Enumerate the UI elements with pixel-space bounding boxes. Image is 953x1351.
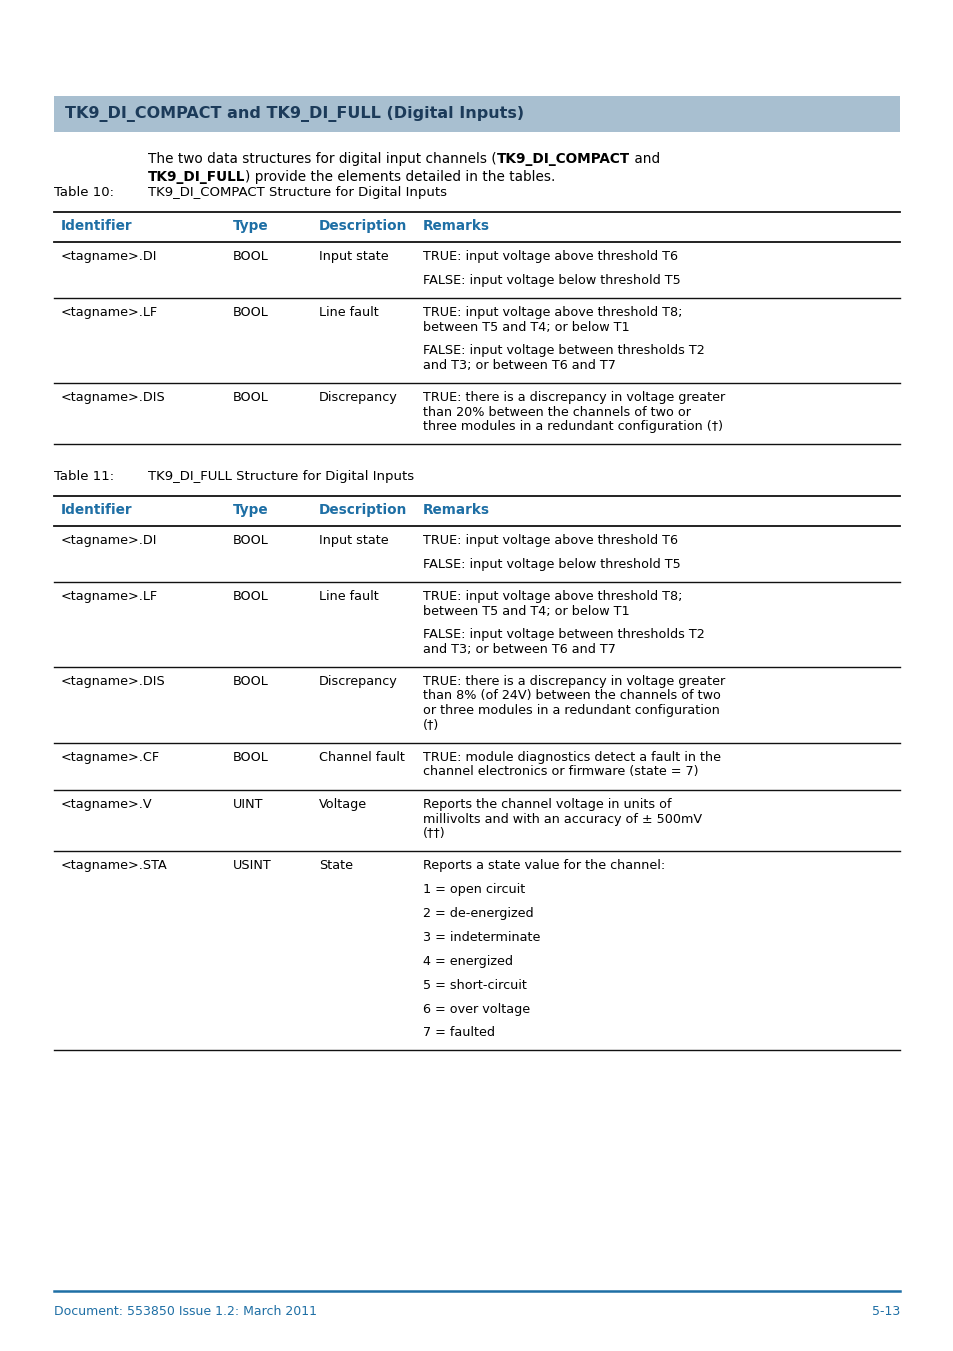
Text: 5-13: 5-13 [871,1305,899,1319]
Text: millivolts and with an accuracy of ± 500mV: millivolts and with an accuracy of ± 500… [422,812,701,825]
Text: 5 = short-circuit: 5 = short-circuit [422,978,526,992]
Text: Voltage: Voltage [318,798,367,811]
Text: UINT: UINT [233,798,263,811]
Text: BOOL: BOOL [233,676,269,688]
Text: TK9_DI_COMPACT: TK9_DI_COMPACT [497,153,629,166]
Text: Line fault: Line fault [318,305,378,319]
Text: and T3; or between T6 and T7: and T3; or between T6 and T7 [422,359,616,372]
Text: <tagname>.DI: <tagname>.DI [61,250,157,263]
Text: TK9_DI_FULL: TK9_DI_FULL [148,170,245,184]
Text: Identifier: Identifier [61,219,132,232]
Text: TRUE: input voltage above threshold T6: TRUE: input voltage above threshold T6 [422,534,678,547]
Text: 7 = faulted: 7 = faulted [422,1027,495,1039]
Text: <tagname>.CF: <tagname>.CF [61,751,160,765]
Text: between T5 and T4; or below T1: between T5 and T4; or below T1 [422,320,629,334]
Text: TRUE: input voltage above threshold T8;: TRUE: input voltage above threshold T8; [422,590,681,603]
Text: <tagname>.DIS: <tagname>.DIS [61,390,166,404]
Text: Document: 553850 Issue 1.2: March 2011: Document: 553850 Issue 1.2: March 2011 [54,1305,316,1319]
Text: Description: Description [318,503,407,517]
Text: State: State [318,859,353,871]
Text: TRUE: there is a discrepancy in voltage greater: TRUE: there is a discrepancy in voltage … [422,390,724,404]
Text: TK9_DI_COMPACT and TK9_DI_FULL (Digital Inputs): TK9_DI_COMPACT and TK9_DI_FULL (Digital … [65,105,523,122]
Text: Discrepancy: Discrepancy [318,676,397,688]
Text: than 20% between the channels of two or: than 20% between the channels of two or [422,405,690,419]
Text: Remarks: Remarks [422,503,490,517]
Text: Table 10:: Table 10: [54,186,113,199]
Text: BOOL: BOOL [233,590,269,603]
Text: FALSE: input voltage below threshold T5: FALSE: input voltage below threshold T5 [422,558,680,571]
Text: BOOL: BOOL [233,250,269,263]
Text: or three modules in a redundant configuration: or three modules in a redundant configur… [422,704,720,717]
Text: three modules in a redundant configuration (†): three modules in a redundant configurati… [422,420,722,434]
Text: <tagname>.DI: <tagname>.DI [61,534,157,547]
Text: and: and [629,153,659,166]
Text: FALSE: input voltage between thresholds T2: FALSE: input voltage between thresholds … [422,628,704,642]
Text: 3 = indeterminate: 3 = indeterminate [422,931,539,944]
Text: Table 11:: Table 11: [54,470,114,484]
Text: <tagname>.DIS: <tagname>.DIS [61,676,166,688]
Text: (††): (††) [422,827,445,840]
Text: 2 = de-energized: 2 = de-energized [422,907,533,920]
Text: The two data structures for digital input channels (: The two data structures for digital inpu… [148,153,497,166]
Text: BOOL: BOOL [233,390,269,404]
Text: FALSE: input voltage below threshold T5: FALSE: input voltage below threshold T5 [422,274,680,286]
Text: TK9_DI_FULL Structure for Digital Inputs: TK9_DI_FULL Structure for Digital Inputs [148,470,414,484]
Text: Type: Type [233,503,269,517]
Text: <tagname>.STA: <tagname>.STA [61,859,168,871]
Text: Description: Description [318,219,407,232]
Text: <tagname>.V: <tagname>.V [61,798,152,811]
Text: than 8% (of 24V) between the channels of two: than 8% (of 24V) between the channels of… [422,689,720,703]
Text: TRUE: there is a discrepancy in voltage greater: TRUE: there is a discrepancy in voltage … [422,676,724,688]
Text: BOOL: BOOL [233,751,269,765]
Text: Line fault: Line fault [318,590,378,603]
Text: Reports a state value for the channel:: Reports a state value for the channel: [422,859,664,871]
Text: USINT: USINT [233,859,272,871]
Text: between T5 and T4; or below T1: between T5 and T4; or below T1 [422,604,629,617]
Text: <tagname>.LF: <tagname>.LF [61,305,158,319]
Text: BOOL: BOOL [233,305,269,319]
Text: Input state: Input state [318,534,388,547]
Text: Remarks: Remarks [422,219,490,232]
Text: 6 = over voltage: 6 = over voltage [422,1002,530,1016]
Text: Identifier: Identifier [61,503,132,517]
Text: 4 = energized: 4 = energized [422,955,513,967]
Text: TRUE: input voltage above threshold T6: TRUE: input voltage above threshold T6 [422,250,678,263]
Text: Type: Type [233,219,269,232]
Bar [54,96,899,132]
Text: TK9_DI_COMPACT Structure for Digital Inputs: TK9_DI_COMPACT Structure for Digital Inp… [148,186,447,199]
Text: Input state: Input state [318,250,388,263]
Text: 1 = open circuit: 1 = open circuit [422,884,525,896]
Text: BOOL: BOOL [233,534,269,547]
Text: FALSE: input voltage between thresholds T2: FALSE: input voltage between thresholds … [422,345,704,358]
Text: Reports the channel voltage in units of: Reports the channel voltage in units of [422,798,671,811]
Text: (†): (†) [422,719,438,731]
Text: ) provide the elements detailed in the tables.: ) provide the elements detailed in the t… [245,170,556,184]
Text: channel electronics or firmware (state = 7): channel electronics or firmware (state =… [422,766,698,778]
Text: TRUE: input voltage above threshold T8;: TRUE: input voltage above threshold T8; [422,305,681,319]
Text: Discrepancy: Discrepancy [318,390,397,404]
Text: and T3; or between T6 and T7: and T3; or between T6 and T7 [422,643,616,657]
Text: Channel fault: Channel fault [318,751,404,765]
Text: TRUE: module diagnostics detect a fault in the: TRUE: module diagnostics detect a fault … [422,751,720,765]
Text: <tagname>.LF: <tagname>.LF [61,590,158,603]
